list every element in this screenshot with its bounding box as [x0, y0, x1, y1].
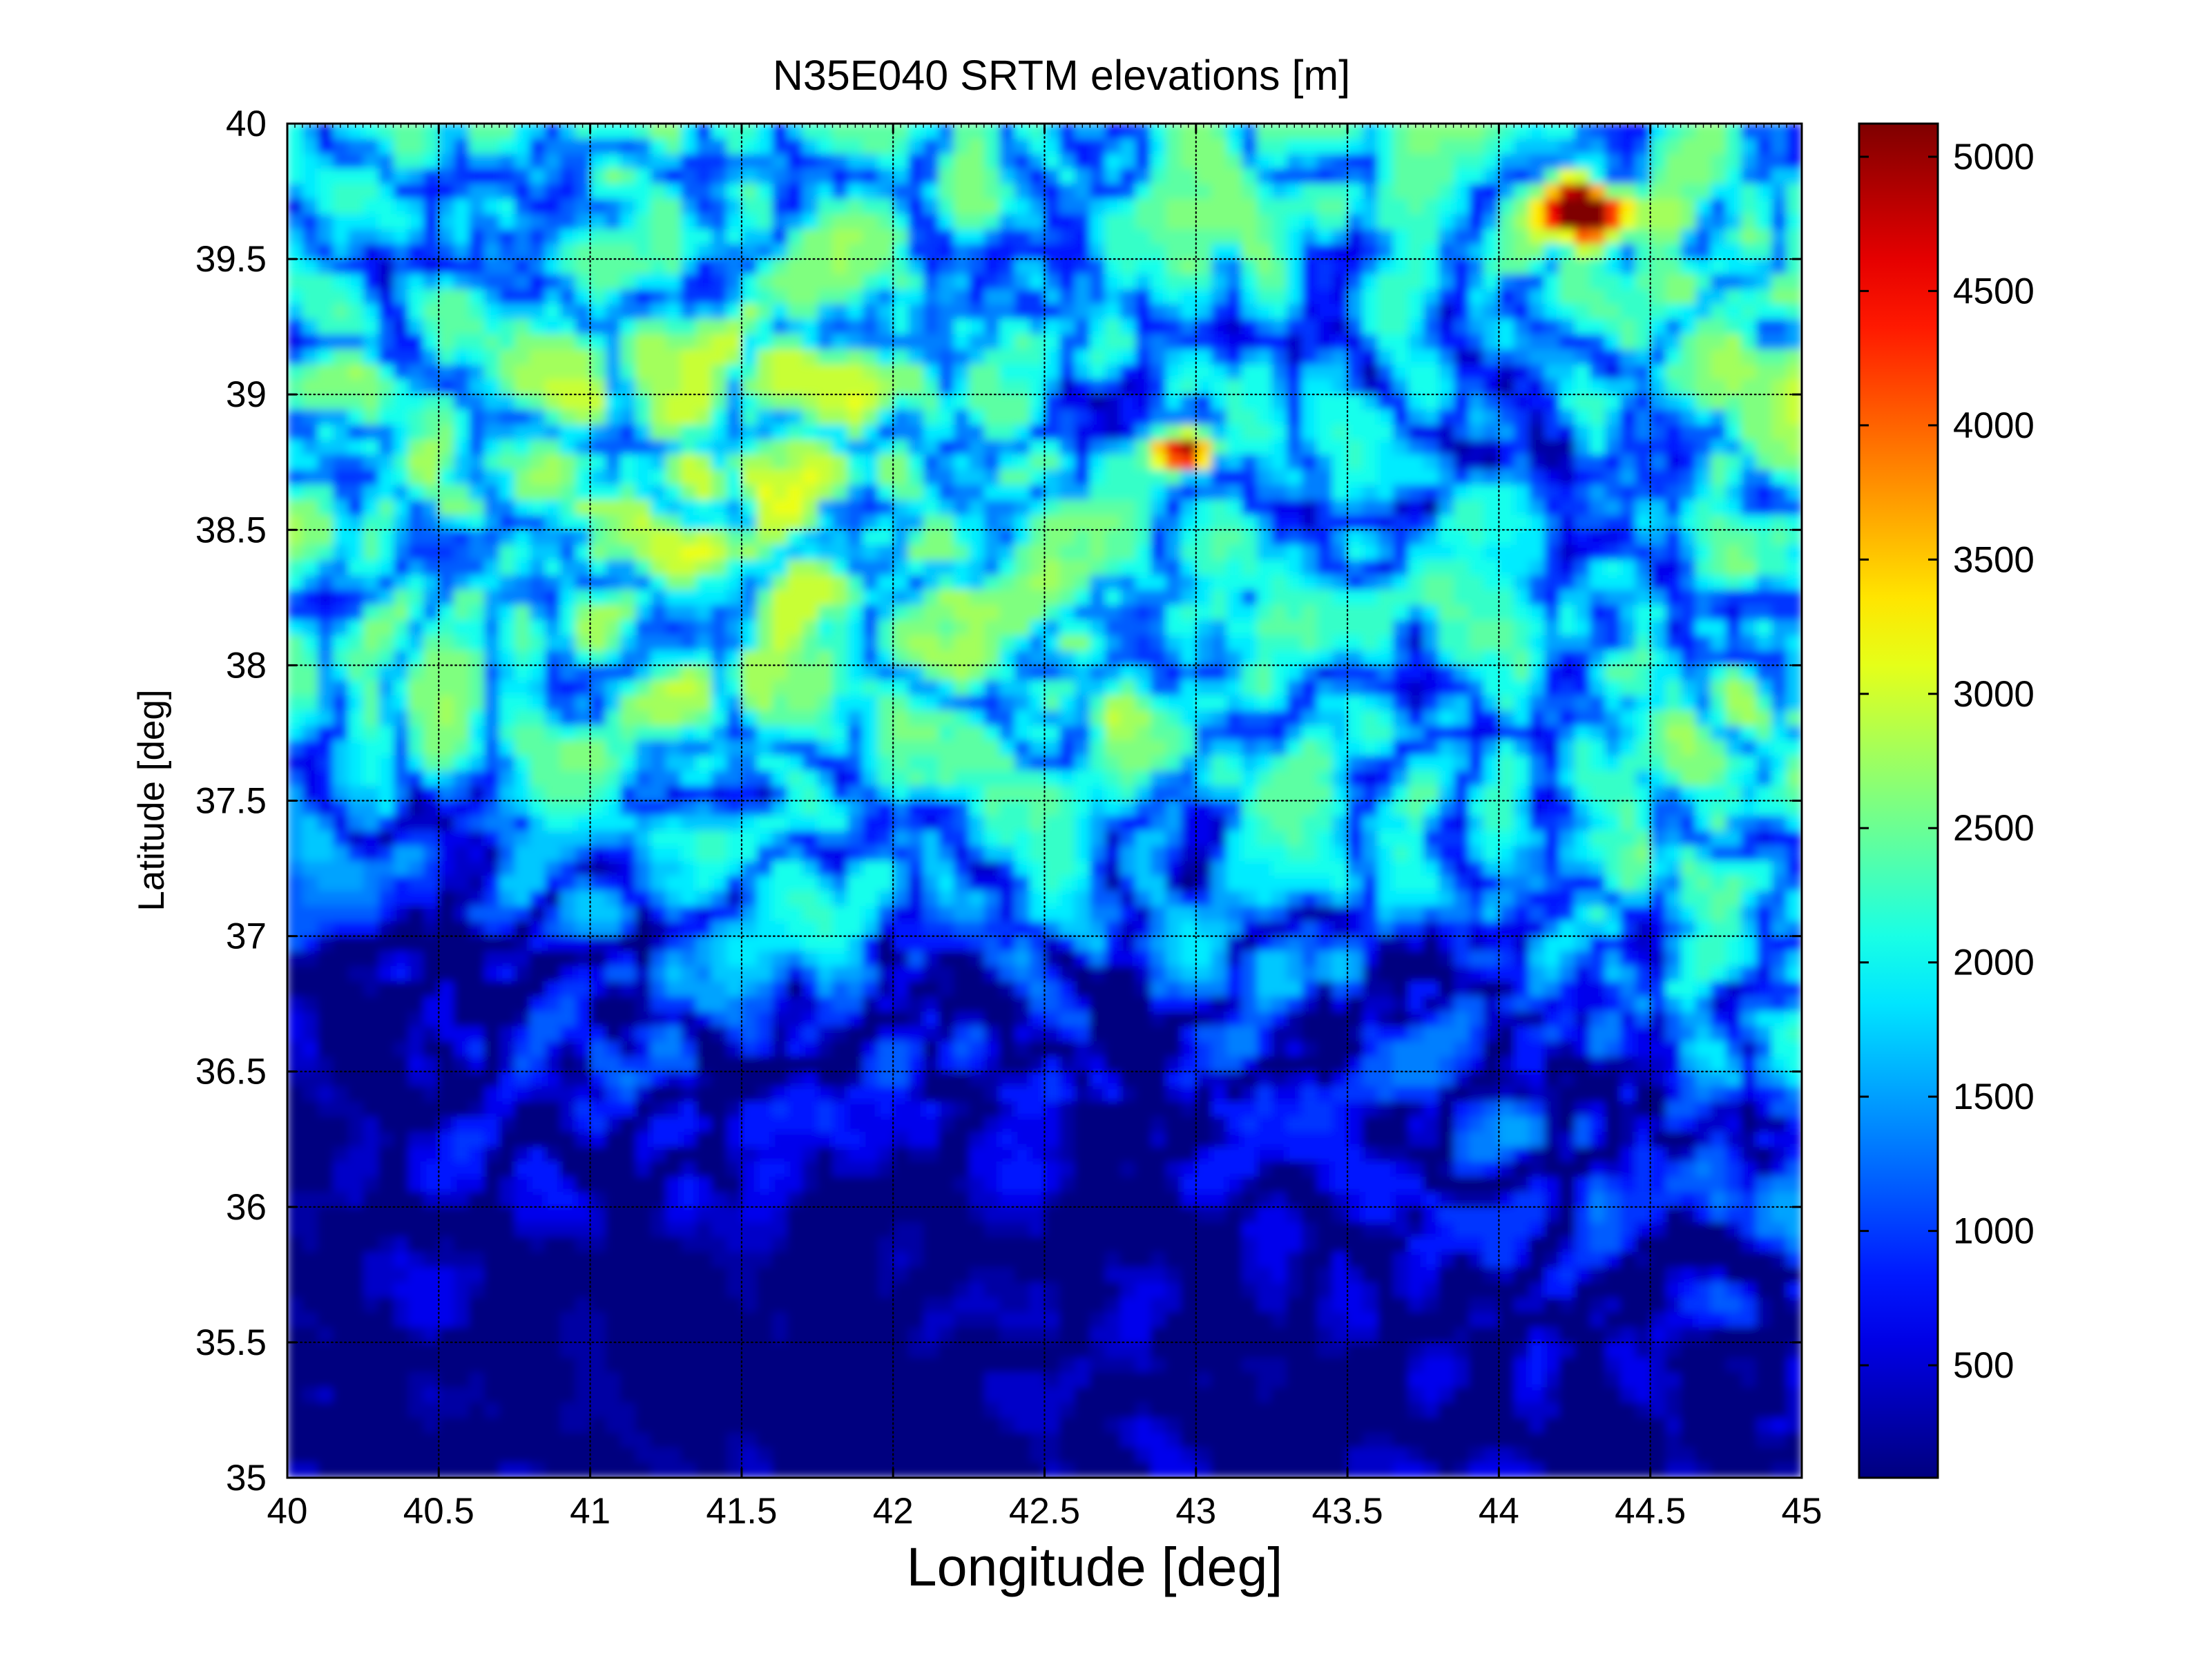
svg-text:N35E040 SRTM elevations [m]: N35E040 SRTM elevations [m] [773, 52, 1350, 99]
